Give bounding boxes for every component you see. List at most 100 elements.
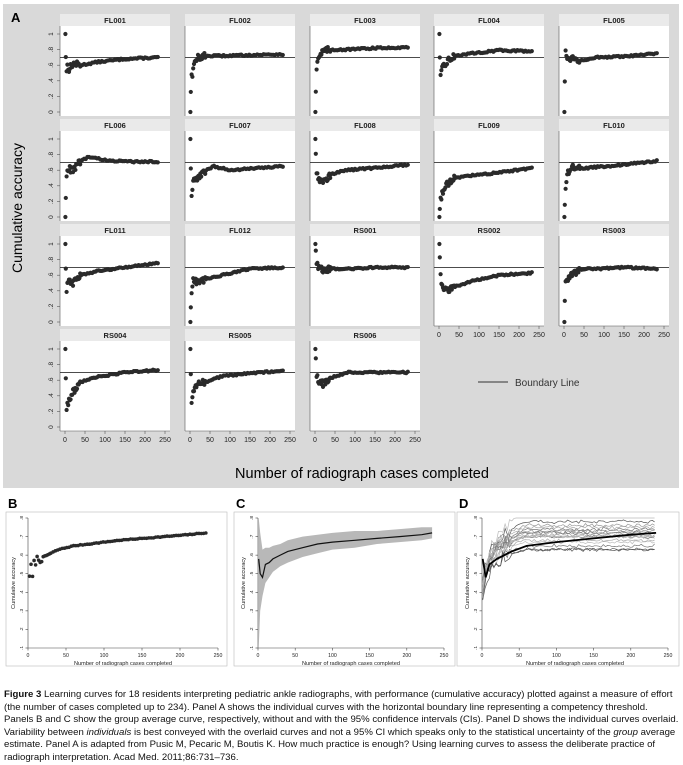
data-point (33, 563, 38, 567)
facet-plot-area (310, 341, 420, 431)
facet-title: FL011 (104, 226, 125, 235)
data-point (73, 167, 78, 173)
facet-strip (310, 119, 420, 131)
data-point (155, 261, 160, 266)
facet-strip (185, 14, 295, 26)
y-tick-label: .4 (48, 393, 55, 399)
x-tick-label: 250 (533, 332, 545, 339)
data-point (204, 531, 208, 535)
y-tick-label: 0 (48, 110, 55, 114)
x-tick-label: 50 (63, 653, 69, 659)
individual-curve (482, 530, 655, 581)
facet-title: RS001 (354, 226, 377, 235)
data-point (313, 136, 318, 142)
facet-strip (434, 119, 544, 131)
y-tick-label: .5 (19, 571, 25, 575)
facet-rs002: RS002 0 50 100 150 200 250 (433, 224, 545, 339)
panel-frame (5, 511, 228, 667)
y-tick-label: 1 (48, 32, 55, 36)
x-tick-label: 50 (206, 437, 214, 444)
caption-em-individuals: individuals (86, 726, 132, 738)
data-point (439, 68, 444, 73)
y-tick-label: .4 (249, 590, 255, 594)
y-tick-label: .4 (48, 288, 55, 294)
individual-curve (482, 543, 655, 596)
x-tick-label: 100 (552, 653, 561, 659)
y-tick-label: .6 (19, 553, 25, 557)
y-tick-label: .2 (48, 303, 55, 309)
y-tick-label: .6 (249, 553, 255, 557)
x-tick-label: 50 (455, 332, 463, 339)
data-point (190, 74, 195, 79)
data-point (188, 109, 193, 115)
facet-title: RS002 (478, 226, 501, 235)
facet-plot-area (185, 26, 295, 116)
y-tick-label: .3 (473, 609, 479, 613)
facet-title: FL009 (478, 121, 500, 130)
y-tick-label: .8 (19, 516, 25, 520)
x-tick-label: 0 (481, 653, 484, 659)
x-tick-label: 100 (99, 437, 111, 444)
panel-b: B .1 .2 .3 .4 .5 .6 .7 .8 0 50 100 150 200 250 Number … (5, 496, 228, 667)
data-point (188, 136, 193, 142)
facet-plot-area (434, 26, 544, 116)
y-tick-label: .2 (48, 198, 55, 204)
data-point (313, 346, 318, 352)
y-tick-label: 1 (48, 242, 55, 246)
data-point (35, 554, 39, 559)
facet-fl011: FL011 0 .2 .4 .6 .8 1 (48, 224, 170, 326)
data-point (74, 386, 80, 391)
data-point (529, 270, 534, 275)
panel-b-letter: B (8, 496, 17, 511)
x-axis-label: Number of radiograph cases completed (526, 661, 624, 667)
data-point (199, 174, 204, 179)
facet-title: FL006 (104, 121, 126, 130)
x-tick-label: 250 (159, 437, 171, 444)
panel-a: A Cumulative accuracy Number of radiogra… (3, 4, 679, 488)
data-point (189, 193, 194, 199)
facet-plot-area (559, 236, 669, 326)
x-tick-label: 200 (513, 332, 525, 339)
y-tick-label: 0 (48, 320, 55, 324)
x-tick-label: 0 (63, 437, 67, 444)
y-tick-label: .8 (48, 152, 55, 158)
facet-plot-area (559, 131, 669, 221)
panel-a-x-label: Number of radiograph cases completed (235, 466, 489, 482)
data-point (529, 49, 534, 54)
data-point (27, 574, 32, 578)
data-point (190, 284, 195, 289)
data-point (313, 241, 318, 247)
data-point (313, 356, 318, 361)
facet-rs006: RS006 0 50 100 150 200 250 (309, 329, 421, 444)
facet-plot-area (60, 131, 170, 221)
data-point (189, 291, 194, 296)
individual-curve (482, 547, 655, 595)
panel-a-letter: A (11, 10, 21, 25)
panel-d: D .1 .2 .3 .4 .5 .6 .7 .8 0 50 100 150 200 250 Number … (456, 496, 680, 667)
data-point (437, 255, 442, 260)
data-point (654, 158, 659, 163)
y-tick-label: .2 (19, 627, 25, 631)
data-point (68, 397, 73, 402)
data-point (188, 166, 193, 171)
x-tick-label: 100 (349, 437, 361, 444)
y-tick-label: .7 (473, 534, 479, 538)
data-point (280, 52, 285, 58)
facet-plot-area (559, 26, 669, 116)
facet-fl005: FL005 (558, 14, 669, 116)
data-point (315, 373, 320, 378)
data-point (328, 175, 333, 181)
x-tick-label: 50 (81, 437, 89, 444)
data-point (29, 562, 33, 567)
y-tick-label: 0 (48, 215, 55, 219)
data-point (63, 241, 68, 247)
facet-plot-area (310, 26, 420, 116)
data-point (563, 186, 568, 191)
facet-strip (310, 14, 420, 26)
y-tick-label: .6 (48, 62, 55, 68)
facet-plot-area (60, 341, 170, 431)
data-point (63, 376, 68, 381)
data-point (155, 54, 160, 60)
data-point (201, 280, 206, 285)
facet-rs003: RS003 0 50 100 150 200 250 (558, 224, 670, 339)
